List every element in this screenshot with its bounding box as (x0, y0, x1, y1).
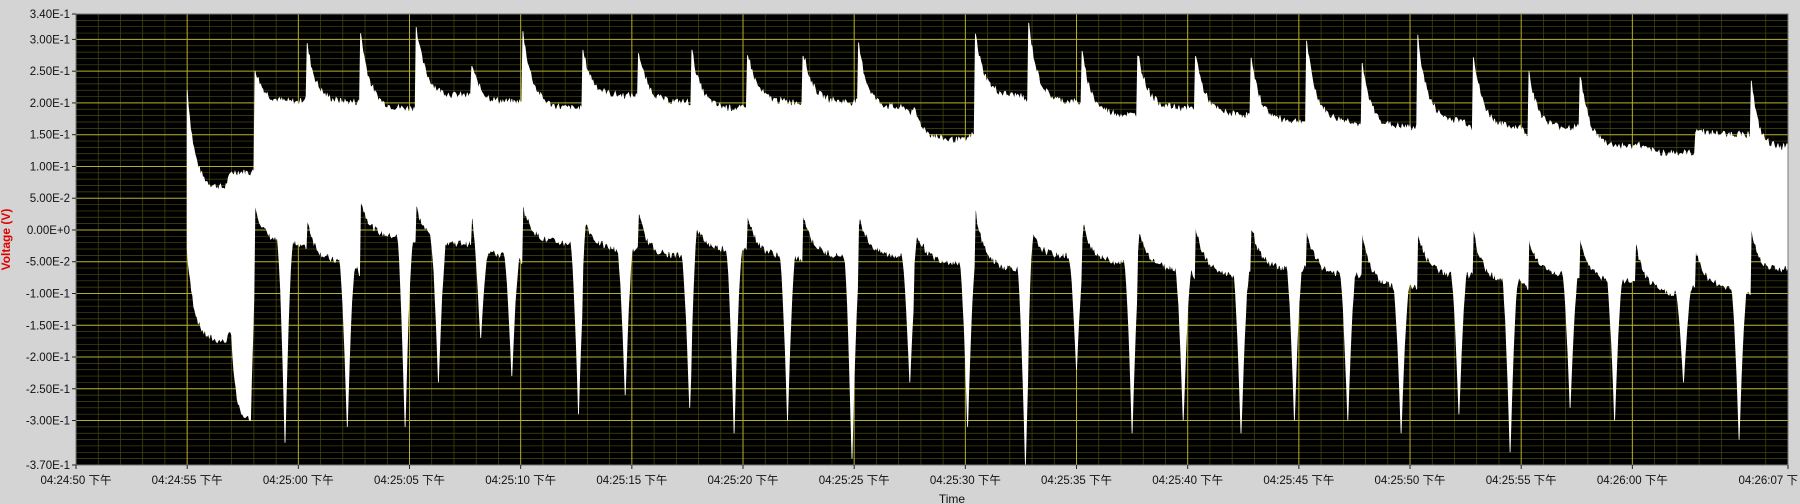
y-tick-label: 0.00E+0 (27, 225, 70, 237)
x-tick-label: 04:25:15 下午 (596, 474, 667, 487)
x-tick-label: 04:25:00 下午 (263, 474, 334, 487)
y-tick-label: 1.00E-1 (30, 161, 70, 173)
y-tick-label: 3.40E-1 (30, 9, 70, 21)
plot-border (75, 13, 1789, 466)
x-tick-label: 04:25:10 下午 (485, 474, 556, 487)
x-tick-label: 04:25:50 下午 (1375, 474, 1446, 487)
y-tick-label: 3.00E-1 (30, 34, 70, 46)
x-tick-label: 04:25:05 下午 (374, 474, 445, 487)
x-tick-label: 04:25:40 下午 (1152, 474, 1223, 487)
y-tick-label: 1.50E-1 (30, 130, 70, 142)
y-tick-label: -2.50E-1 (26, 384, 70, 396)
y-tick-label: -2.00E-1 (26, 352, 70, 364)
x-tick-label: 04:26:00 下午 (1597, 474, 1668, 487)
x-tick-label: 04:25:20 下午 (708, 474, 779, 487)
y-axis: 3.40E-1 3.00E-1 2.50E-1 2.00E-1 1.50E-1 1.00E… (26, 9, 76, 472)
x-tick-label: 04:25:30 下午 (930, 474, 1001, 487)
y-tick-label: -3.00E-1 (26, 416, 70, 428)
x-tick-label: 04:25:45 下午 (1263, 474, 1334, 487)
y-tick-label: -1.00E-1 (26, 288, 70, 300)
x-tick-label: 04:25:55 下午 (1486, 474, 1557, 487)
y-tick-label: -5.00E-2 (26, 257, 70, 269)
x-tick-label: 04:25:25 下午 (819, 474, 890, 487)
y-tick-label: -3.70E-1 (26, 460, 70, 472)
y-tick-label: 2.00E-1 (30, 98, 70, 110)
x-tick-label: 04:24:50 下午 (41, 474, 112, 487)
x-tick-label: 04:25:35 下午 (1041, 474, 1112, 487)
x-axis: 04:24:50 下午 04:24:55 下午 04:25:00 下午 04:25:0… (41, 465, 1798, 487)
x-tick-label: 04:24:55 下午 (152, 474, 223, 487)
y-axis-label: Voltage (V) (0, 209, 13, 271)
y-tick-label: 5.00E-2 (30, 193, 70, 205)
x-axis-label: Time (939, 492, 966, 504)
x-tick-label: 04:26:07 下 (1739, 475, 1798, 487)
y-tick-label: 2.50E-1 (30, 66, 70, 78)
y-tick-label: -1.50E-1 (26, 320, 70, 332)
